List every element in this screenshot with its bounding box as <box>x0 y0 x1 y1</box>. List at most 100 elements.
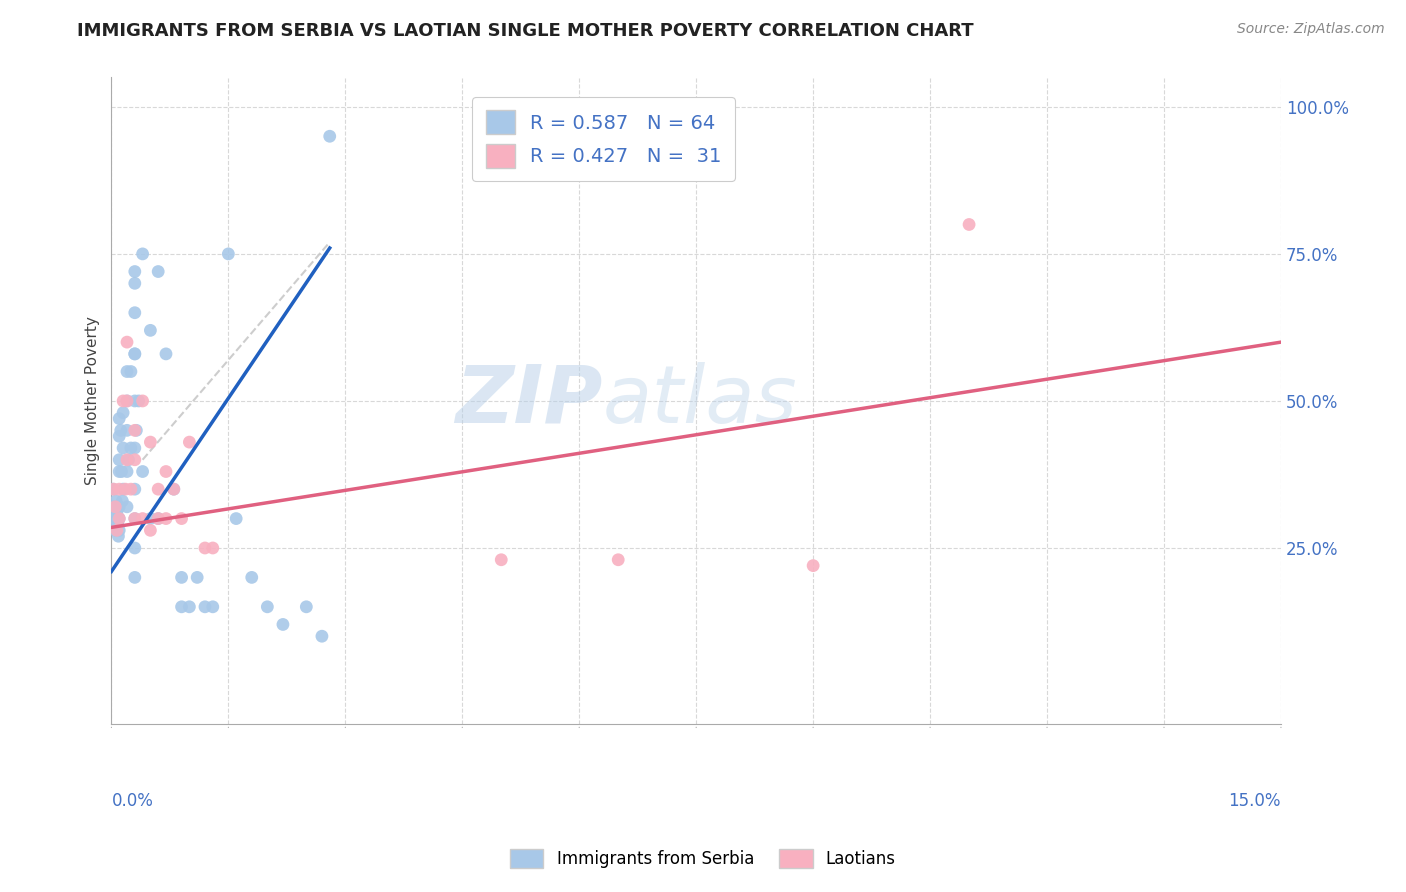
Point <box>124 541 146 555</box>
Point <box>108 511 131 525</box>
Point <box>148 511 170 525</box>
Point <box>103 482 125 496</box>
Legend: R = 0.587   N = 64, R = 0.427   N =  31: R = 0.587 N = 64, R = 0.427 N = 31 <box>472 97 735 181</box>
Point <box>124 393 146 408</box>
Point <box>491 553 513 567</box>
Point <box>101 482 124 496</box>
Point <box>112 441 135 455</box>
Point <box>124 482 146 496</box>
Point <box>120 482 142 496</box>
Point <box>295 599 318 614</box>
Point <box>139 323 162 337</box>
Point <box>148 264 170 278</box>
Point <box>104 524 127 538</box>
Point <box>201 541 224 555</box>
Point <box>104 500 127 514</box>
Text: ZIP: ZIP <box>456 362 603 440</box>
Point <box>170 599 193 614</box>
Point <box>110 465 132 479</box>
Point <box>155 465 177 479</box>
Point <box>131 393 153 408</box>
Point <box>107 529 129 543</box>
Point <box>128 393 150 408</box>
Point <box>108 524 131 538</box>
Legend: Immigrants from Serbia, Laotians: Immigrants from Serbia, Laotians <box>503 842 903 875</box>
Point <box>115 365 138 379</box>
Point <box>607 553 630 567</box>
Point <box>217 247 239 261</box>
Point <box>103 500 125 514</box>
Point <box>163 482 186 496</box>
Point <box>108 482 131 496</box>
Point <box>125 423 148 437</box>
Point <box>120 365 142 379</box>
Point <box>201 599 224 614</box>
Point <box>194 599 217 614</box>
Point <box>163 482 186 496</box>
Point <box>105 524 128 538</box>
Point <box>179 599 201 614</box>
Point <box>311 629 333 643</box>
Point <box>139 435 162 450</box>
Point <box>124 264 146 278</box>
Point <box>108 452 131 467</box>
Point <box>194 541 217 555</box>
Point <box>240 570 263 584</box>
Point <box>108 511 131 525</box>
Point <box>801 558 824 573</box>
Point <box>110 423 132 437</box>
Point <box>117 452 139 467</box>
Point <box>148 511 170 525</box>
Point <box>103 511 125 525</box>
Point <box>170 570 193 584</box>
Point <box>131 465 153 479</box>
Point <box>107 517 129 532</box>
Point <box>271 617 294 632</box>
Point <box>124 347 146 361</box>
Point <box>115 452 138 467</box>
Text: Source: ZipAtlas.com: Source: ZipAtlas.com <box>1237 22 1385 37</box>
Point <box>115 423 138 437</box>
Point <box>108 411 131 425</box>
Point <box>124 570 146 584</box>
Point <box>170 511 193 525</box>
Point <box>139 524 162 538</box>
Y-axis label: Single Mother Poverty: Single Mother Poverty <box>86 317 100 485</box>
Point <box>112 482 135 496</box>
Text: IMMIGRANTS FROM SERBIA VS LAOTIAN SINGLE MOTHER POVERTY CORRELATION CHART: IMMIGRANTS FROM SERBIA VS LAOTIAN SINGLE… <box>77 22 974 40</box>
Point <box>124 452 146 467</box>
Point <box>115 465 138 479</box>
Point <box>124 441 146 455</box>
Point <box>111 494 134 508</box>
Point <box>108 429 131 443</box>
Text: 0.0%: 0.0% <box>111 792 153 810</box>
Point <box>115 393 138 408</box>
Point <box>124 306 146 320</box>
Point <box>108 500 131 514</box>
Point <box>225 511 247 525</box>
Point <box>115 335 138 350</box>
Point <box>112 393 135 408</box>
Point <box>112 406 135 420</box>
Point <box>105 506 128 520</box>
Point <box>115 500 138 514</box>
Point <box>114 482 136 496</box>
Point <box>124 347 146 361</box>
Point <box>256 599 278 614</box>
Point <box>186 570 208 584</box>
Point <box>115 393 138 408</box>
Point <box>319 129 342 144</box>
Point <box>124 423 146 437</box>
Point <box>108 465 131 479</box>
Text: 15.0%: 15.0% <box>1229 792 1281 810</box>
Point <box>120 441 142 455</box>
Text: atlas: atlas <box>603 362 797 440</box>
Point <box>139 511 162 525</box>
Point <box>105 494 128 508</box>
Point <box>124 511 146 525</box>
Point <box>131 511 153 525</box>
Point <box>124 277 146 291</box>
Point <box>148 482 170 496</box>
Point <box>124 511 146 525</box>
Point <box>957 218 980 232</box>
